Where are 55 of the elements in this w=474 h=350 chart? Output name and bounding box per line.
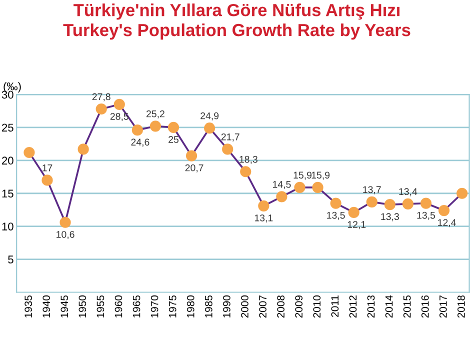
x-tick-label: 1975 [168,295,176,318]
data-label: 13,3 [381,213,399,222]
data-label: 13,5 [327,212,345,220]
x-tick-label: 1965 [132,295,140,318]
data-label: 18,3 [240,156,258,164]
x-tick-label: 2016 [421,295,429,318]
data-label: 15,9 [312,172,330,180]
data-label: 12,1 [348,221,366,230]
x-tick-label: 2009 [295,296,303,318]
y-tick-label: 25 [2,124,14,132]
data-label: 24,6 [131,138,150,147]
x-tick-label: 2008 [277,295,284,318]
data-label: 20,7 [185,164,204,172]
x-tick-label: 2012 [349,296,357,318]
x-tick-label: 1955 [96,295,104,318]
data-label: 15,9 [294,172,312,180]
data-label: 10,6 [56,230,74,239]
x-tick-label: 2015 [403,295,411,318]
data-label: 13,7 [363,186,381,194]
y-tick-label: 15 [2,190,14,198]
data-label: 12,4 [438,219,456,228]
y-tick-label: 10 [2,222,14,230]
y-tick-label: 20 [2,156,14,165]
x-tick-label: 1990 [223,295,230,318]
y-axis-title: (‰) [4,82,21,93]
x-tick-label: 2017 [439,296,447,318]
x-tick-label: 1970 [150,295,158,318]
x-tick-label: 2011 [331,296,339,317]
data-label: 28,5 [110,112,128,122]
data-label: 21,7 [221,133,240,142]
x-tick-label: 1940 [42,295,50,318]
x-tick-label: 2010 [313,295,321,318]
chart-title: Türkiye'nin Yıllara Göre Nüfus Artış Hızı Turkey's Population Growth Rate by Years [63,4,410,40]
x-tick-label: 2018 [457,295,465,318]
y-tick-label: 5 [8,256,14,264]
x-tick-label: 1960 [114,295,122,318]
data-label: 25,2 [146,110,164,118]
data-label: 13,1 [254,214,273,223]
y-tick-label: 30 [2,90,14,99]
data-label: 13,4 [399,188,418,196]
x-tick-label: 2000 [241,295,248,318]
data-label: 14,5 [272,181,291,189]
data-label: 13,5 [417,212,436,220]
x-tick-label: 2013 [367,295,375,318]
x-tick-label: 1950 [78,295,86,318]
x-tick-label: 2014 [385,295,393,318]
data-label: 17 [42,164,52,172]
data-label: 24,9 [200,112,219,120]
x-tick-label: 2007 [259,296,266,318]
x-tick-label: 1945 [60,295,68,318]
x-tick-label: 1980 [186,295,194,318]
x-tick-label: 1985 [204,295,212,318]
x-tick-label: 1935 [24,295,32,318]
data-label: 25 [168,136,178,143]
data-label: 27,8 [92,93,110,102]
